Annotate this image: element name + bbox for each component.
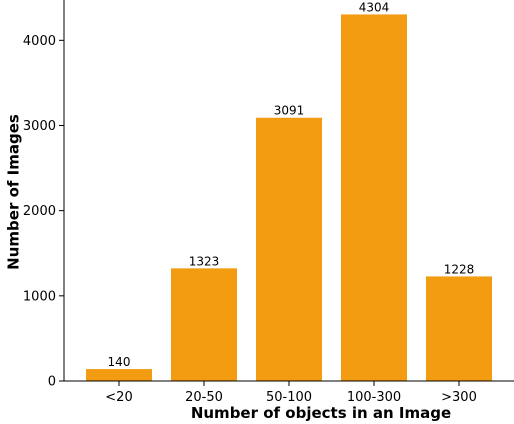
data-label-0: 140 [108, 355, 131, 369]
x-ticks-group: <20 20-50 50-100 100-300 >300 [105, 381, 477, 405]
x-tick-label-1: 20-50 [185, 390, 223, 405]
data-label-2: 3091 [274, 104, 305, 118]
y-axis-title: Number of Images [5, 114, 23, 270]
data-label-1: 1323 [189, 254, 220, 268]
data-label-4: 1228 [444, 262, 475, 276]
data-label-3: 4304 [359, 0, 390, 14]
data-labels-group: 140 1323 3091 4304 1228 [108, 0, 475, 369]
y-tick-label-0: 0 [48, 375, 56, 390]
bar-4 [426, 276, 492, 381]
bar-0 [86, 369, 152, 381]
bar-3 [341, 14, 407, 382]
y-tick-label-1: 1000 [23, 289, 56, 304]
x-tick-label-0: <20 [105, 390, 132, 405]
y-tick-label-2: 2000 [23, 204, 56, 219]
x-tick-label-2: 50-100 [266, 390, 312, 405]
x-tick-label-4: >300 [441, 390, 477, 405]
y-tick-label-4: 4000 [23, 34, 56, 49]
x-axis-title: Number of objects in an Image [191, 404, 451, 422]
x-tick-label-3: 100-300 [347, 390, 401, 405]
bar-1 [171, 268, 237, 381]
y-ticks-group: 0 1000 2000 3000 4000 [23, 34, 64, 390]
y-tick-label-3: 3000 [23, 119, 56, 134]
bars-group [86, 14, 492, 382]
bar-2 [256, 117, 322, 381]
